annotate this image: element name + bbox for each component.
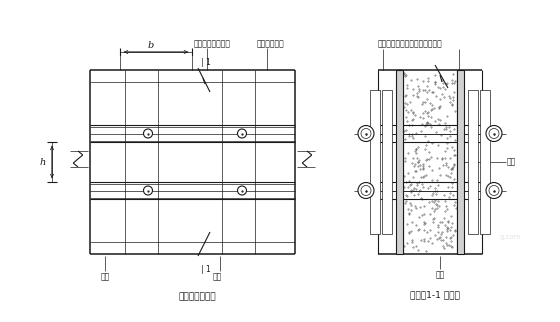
Text: g.com: g.com (500, 234, 521, 240)
Text: b: b (148, 41, 154, 50)
Circle shape (358, 126, 374, 141)
Text: 主楞（圆形钢管）: 主楞（圆形钢管） (194, 40, 231, 49)
Text: 面板: 面板 (507, 157, 516, 166)
Circle shape (143, 129, 152, 138)
Circle shape (237, 186, 246, 195)
Bar (396, 70, 403, 254)
Bar (382, 90, 392, 234)
Text: 墙模板正立面图: 墙模板正立面图 (179, 292, 216, 301)
Circle shape (486, 183, 502, 198)
Circle shape (486, 126, 502, 141)
Text: 螺栓: 螺栓 (435, 270, 445, 279)
Text: 面板: 面板 (100, 272, 110, 281)
Text: 螺栓: 螺栓 (213, 272, 222, 281)
Bar (370, 90, 380, 234)
Circle shape (358, 183, 374, 198)
Text: | 1: | 1 (201, 58, 211, 67)
Text: 主楞（圆形钢管）次楞（方木）: 主楞（圆形钢管）次楞（方木） (377, 40, 442, 49)
Bar (468, 90, 478, 234)
Text: 次楞（方木）: 次楞（方木） (257, 40, 284, 49)
Text: 墙模板1-1 剖面图: 墙模板1-1 剖面图 (410, 290, 460, 299)
Circle shape (143, 186, 152, 195)
Circle shape (237, 129, 246, 138)
Text: | 1: | 1 (201, 266, 211, 274)
Bar (457, 70, 464, 254)
Text: h: h (40, 157, 46, 166)
Bar (480, 90, 490, 234)
